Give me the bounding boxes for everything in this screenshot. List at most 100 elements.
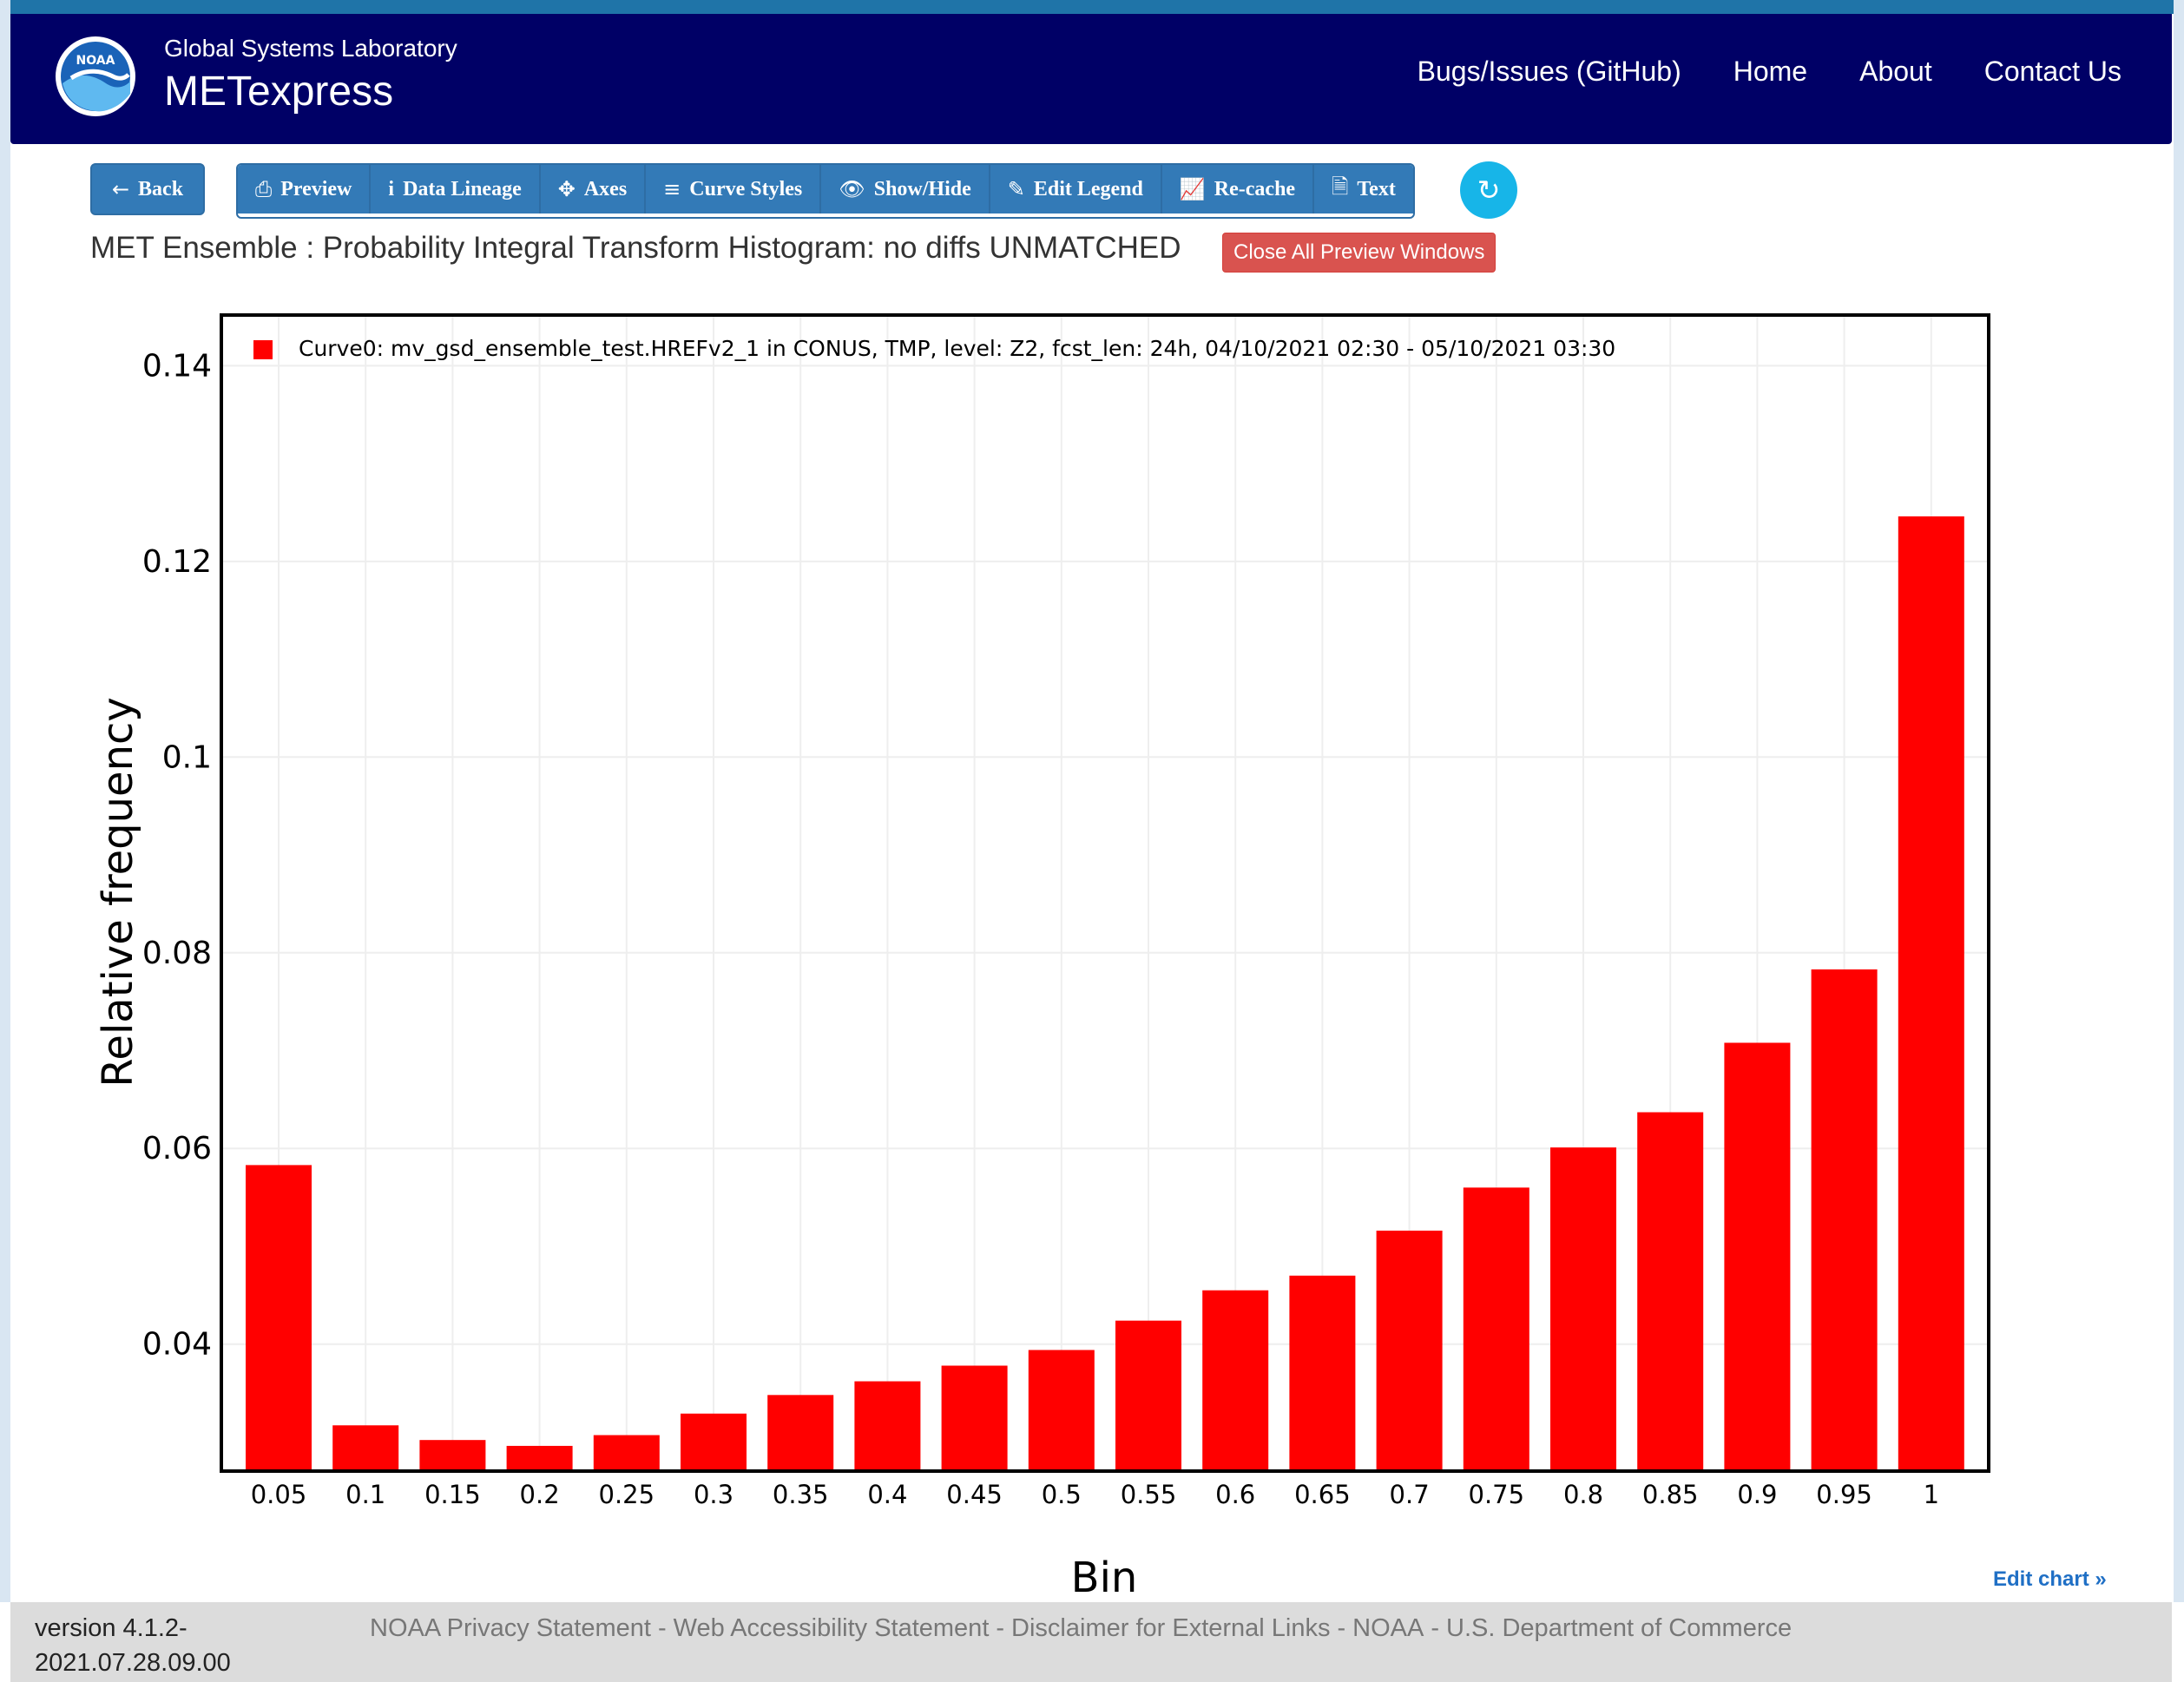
line-chart-icon: 📈 [1179, 177, 1206, 201]
footer-separator: - [1431, 1614, 1440, 1642]
page-side-left [0, 0, 10, 1602]
histogram-bar[interactable] [332, 1425, 399, 1469]
x-tick-label: 0.7 [1390, 1480, 1430, 1509]
x-tick-label: 0.3 [694, 1480, 733, 1509]
footer-link-commerce[interactable]: U.S. Department of Commerce [1446, 1614, 1793, 1642]
preview-label: Preview [280, 177, 352, 200]
org-name: Global Systems Laboratory [164, 35, 457, 62]
edit-legend-button[interactable]: ✎ Edit Legend [990, 165, 1162, 214]
show-hide-label: Show/Hide [873, 177, 971, 200]
back-button[interactable]: ← Back [90, 163, 205, 215]
histogram-bar[interactable] [1637, 1112, 1704, 1469]
preview-button[interactable]: ⎙ Preview [238, 165, 372, 214]
nav-about[interactable]: About [1859, 56, 1932, 87]
y-tick-label: 0.08 [142, 936, 212, 971]
histogram-bar[interactable] [593, 1435, 660, 1469]
x-tick-label: 0.45 [946, 1480, 1003, 1509]
app-title[interactable]: METexpress [164, 69, 394, 115]
nav-bugs-issues[interactable]: Bugs/Issues (GitHub) [1417, 56, 1681, 87]
noaa-logo[interactable]: NOAA [52, 33, 139, 120]
histogram-bar[interactable] [941, 1365, 1008, 1469]
footer-link-privacy[interactable]: NOAA Privacy Statement [370, 1614, 651, 1642]
histogram-bar[interactable] [1289, 1275, 1356, 1469]
data-lineage-button[interactable]: i Data Lineage [371, 165, 541, 214]
version-line-1: version 4.1.2- [35, 1614, 187, 1642]
footer-links: NOAA Privacy Statement - Web Accessibility… [370, 1611, 1792, 1646]
curve-styles-label: Curve Styles [689, 177, 803, 200]
histogram-bar[interactable] [1550, 1147, 1616, 1469]
x-tick-label: 0.25 [599, 1480, 655, 1509]
x-tick-label: 0.85 [1642, 1480, 1699, 1509]
footer-separator: - [996, 1614, 1005, 1642]
top-accent-strip [0, 0, 2184, 14]
close-all-preview-windows-button[interactable]: Close All Preview Windows [1222, 233, 1497, 273]
x-tick-label: 0.15 [424, 1480, 481, 1509]
data-lineage-label: Data Lineage [403, 177, 522, 200]
x-tick-label: 0.4 [867, 1480, 907, 1509]
refresh-button[interactable]: ↻ [1460, 161, 1517, 219]
histogram-bar[interactable] [767, 1395, 834, 1469]
text-label: Text [1357, 177, 1396, 200]
logo-text: NOAA [76, 54, 115, 68]
edit-chart-link[interactable]: Edit chart » [1993, 1567, 2107, 1591]
re-cache-button[interactable]: 📈 Re-cache [1161, 165, 1315, 214]
y-tick-label: 0.04 [142, 1327, 212, 1363]
list-icon: ≡ [663, 177, 681, 201]
footer-separator: - [657, 1614, 667, 1642]
axes-button[interactable]: ✥ Axes [540, 165, 647, 214]
x-tick-layer: 0.05 0.1 0.15 0.2 0.25 0.3 0.35 0.4 0.45 0.5 0.55 0… [251, 1480, 1939, 1509]
y-tick-label: 0.14 [142, 348, 212, 384]
x-tick-label: 0.2 [520, 1480, 560, 1509]
nav-links: Bugs/Issues (GitHub) Home About Contact … [1418, 56, 2122, 88]
histogram-bar[interactable] [246, 1165, 312, 1469]
footer-separator: - [1337, 1614, 1346, 1642]
show-hide-button[interactable]: 👁 Show/Hide [821, 165, 990, 214]
histogram-bar[interactable] [419, 1440, 486, 1469]
info-icon: i [388, 177, 395, 200]
histogram-bar[interactable] [1811, 969, 1878, 1469]
x-tick-label: 1 [1924, 1480, 1939, 1509]
page-side-right [2174, 0, 2184, 1602]
y-tick-label: 0.12 [142, 544, 212, 580]
x-tick-label: 0.1 [345, 1480, 385, 1509]
histogram-bar[interactable] [1463, 1187, 1529, 1469]
x-tick-label: 0.9 [1737, 1480, 1777, 1509]
histogram-bar[interactable] [506, 1445, 573, 1469]
y-tick-label: 0.06 [142, 1131, 212, 1166]
footer-link-noaa[interactable]: NOAA [1352, 1614, 1424, 1642]
x-tick-label: 0.5 [1042, 1480, 1082, 1509]
footer-link-disclaimer[interactable]: Disclaimer for External Links [1011, 1614, 1331, 1642]
pencil-icon: ✎ [1007, 177, 1025, 201]
axes-label: Axes [583, 177, 628, 200]
histogram-bar[interactable] [1028, 1350, 1095, 1469]
footer: version 4.1.2- 2021.07.28.09.00 NOAA Pri… [10, 1602, 2172, 1682]
legend-swatch [253, 340, 273, 359]
histogram-bar[interactable] [1376, 1230, 1443, 1469]
x-tick-label: 0.55 [1121, 1480, 1177, 1509]
x-tick-label: 0.6 [1215, 1480, 1255, 1509]
nav-contact-us[interactable]: Contact Us [1983, 56, 2122, 87]
histogram-bar[interactable] [1115, 1320, 1181, 1469]
x-tick-label: 0.95 [1816, 1480, 1872, 1509]
x-tick-label: 0.05 [251, 1480, 307, 1509]
edit-legend-label: Edit Legend [1033, 177, 1143, 200]
histogram-bar[interactable] [1898, 516, 1964, 1469]
move-icon: ✥ [557, 177, 576, 201]
curve-styles-button[interactable]: ≡ Curve Styles [646, 165, 822, 214]
re-cache-label: Re-cache [1214, 177, 1296, 200]
x-tick-label: 0.35 [773, 1480, 829, 1509]
legend-label[interactable]: Curve0: mv_gsd_ensemble_test.HREFv2_1 in… [299, 336, 1615, 361]
histogram-bar[interactable] [1724, 1042, 1791, 1469]
histogram-bar[interactable] [681, 1413, 747, 1469]
print-icon: ⎙ [255, 177, 273, 201]
histogram-bar[interactable] [1202, 1290, 1269, 1469]
nav-home[interactable]: Home [1733, 56, 1808, 87]
text-button[interactable]: 🗎 Text [1314, 165, 1413, 214]
y-tick-layer: 0.04 0.06 0.08 0.1 0.12 0.14 [142, 348, 212, 1362]
x-tick-label: 0.65 [1294, 1480, 1351, 1509]
bar-layer [246, 516, 1964, 1469]
histogram-bar[interactable] [854, 1381, 921, 1469]
x-axis-title: Bin [1071, 1554, 1138, 1602]
footer-link-accessibility[interactable]: Web Accessibility Statement [673, 1614, 990, 1642]
